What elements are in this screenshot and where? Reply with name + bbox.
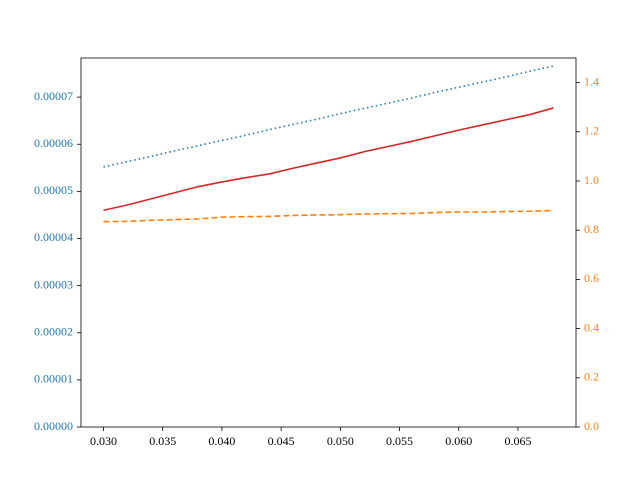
y-tick-label: 0.00000 (34, 419, 73, 433)
y-tick-label: 0.00004 (34, 230, 73, 244)
y-tick-label: 0.00005 (34, 183, 73, 197)
x-tick-label: 0.030 (90, 434, 117, 448)
x-tick-label: 0.040 (208, 434, 235, 448)
series-line (103, 209, 554, 223)
y2-tick-label: 1.2 (584, 124, 599, 138)
x-tick-label: 0.060 (445, 434, 472, 448)
x-tick-label: 0.050 (327, 434, 354, 448)
y2-tick-label: 0.8 (584, 222, 599, 236)
series-line (103, 107, 554, 212)
y-tick-label: 0.00001 (34, 372, 73, 386)
y2-tick-label: 0.4 (584, 320, 599, 334)
y2-tick-label: 1.4 (584, 74, 599, 88)
plot-frame (80, 57, 577, 428)
y-tick-label: 0.00003 (34, 277, 73, 291)
y2-tick-label: 0.0 (584, 419, 599, 433)
y-tick-label: 0.00007 (34, 89, 73, 103)
x-tick-label: 0.045 (268, 434, 295, 448)
y-tick-label: 0.00006 (34, 136, 73, 150)
y2-tick-label: 1.0 (584, 173, 599, 187)
x-tick-label: 0.055 (386, 434, 413, 448)
y2-tick-label: 0.6 (584, 271, 599, 285)
x-tick-label: 0.035 (149, 434, 176, 448)
series-line (103, 65, 554, 168)
y2-tick-label: 0.2 (584, 370, 599, 384)
y-tick-label: 0.00002 (34, 324, 73, 338)
x-tick-label: 0.065 (504, 434, 531, 448)
